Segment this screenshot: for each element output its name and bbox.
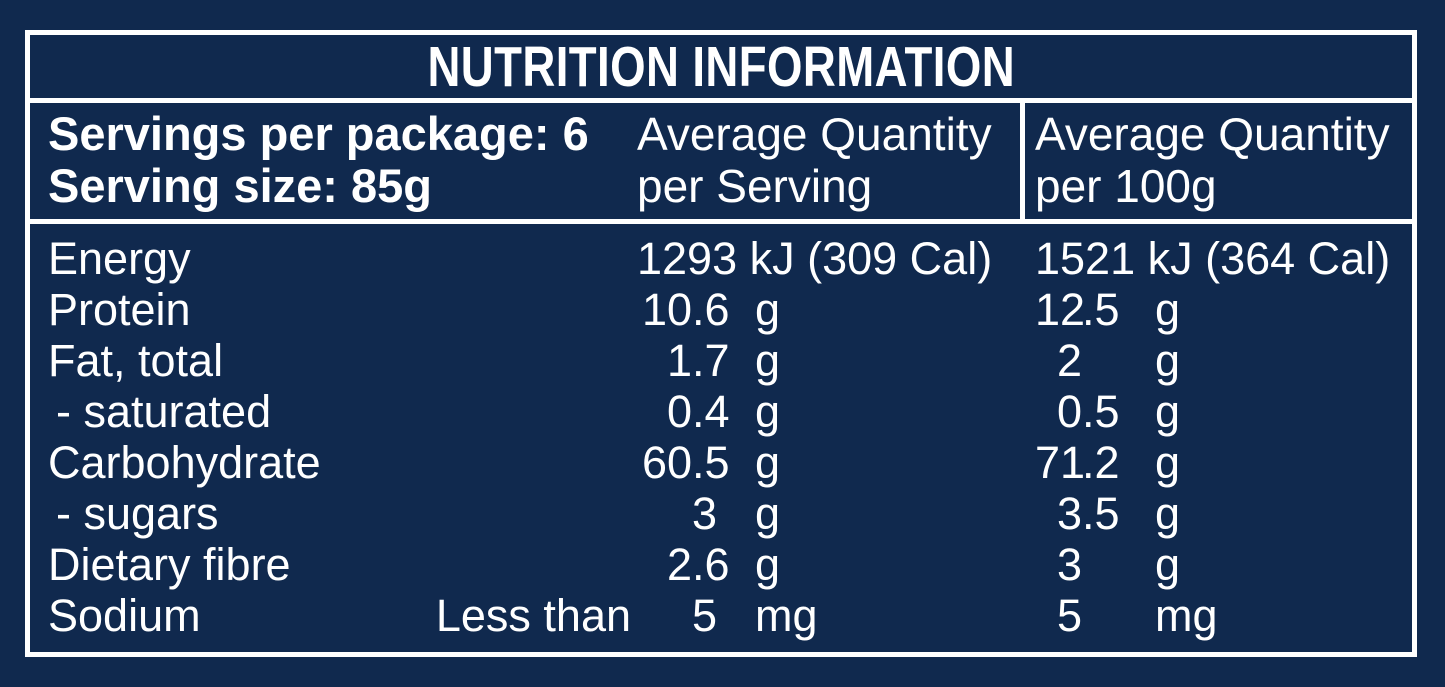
table-row: Fat, total 1 .7 g 2 g: [30, 335, 1412, 386]
nutrient-label: Protein: [48, 284, 191, 335]
panel-title: NUTRITION INFORMATION: [427, 35, 1015, 99]
per100g-unit: g: [1155, 488, 1181, 539]
nutrient-label: - saturated: [56, 386, 272, 437]
table-body: Energy 1293 kJ (309 Cal) 1521 kJ (364 Ca…: [30, 224, 1412, 641]
serving-value-frac: .6: [692, 539, 730, 590]
table-row: - sugars 3 g 3 .5 g: [30, 488, 1412, 539]
serving-unit: mg: [755, 590, 818, 641]
table-row: Protein 10 .6 g 12 .5 g: [30, 284, 1412, 335]
per100g-unit: mg: [1155, 590, 1218, 641]
per100g-value-int: 2: [1056, 335, 1082, 386]
serving-info: Servings per package: 6 Serving size: 85…: [48, 108, 589, 212]
nutrient-label-cell: - sugars: [48, 488, 637, 539]
serving-value-int: 0: [666, 386, 692, 437]
per100g-value-frac: .2: [1082, 437, 1120, 488]
nutrient-label-cell: Dietary fibre: [48, 539, 637, 590]
serving-size: Serving size: 85g: [48, 159, 432, 212]
per100g-value-int: 5: [1056, 590, 1082, 641]
header-row: Servings per package: 6 Serving size: 85…: [30, 103, 1412, 224]
value-qualifier: Less than: [435, 590, 631, 641]
per100g-value-span: 1521 kJ (364 Cal): [1035, 233, 1391, 284]
serving-unit: g: [755, 437, 781, 488]
serving-value-span: 1293 kJ (309 Cal): [637, 233, 993, 284]
nutrition-panel: NUTRITION INFORMATION Servings per packa…: [25, 30, 1417, 657]
serving-unit: g: [755, 539, 781, 590]
per100g-value-int: 71: [1035, 437, 1086, 488]
nutrient-label-cell: Protein: [48, 284, 637, 335]
nutrient-label: Energy: [48, 233, 191, 284]
table-row: Sodium Less than 5 mg 5 mg: [30, 590, 1412, 641]
per100g-unit: g: [1155, 539, 1181, 590]
serving-value-int: 10: [641, 284, 692, 335]
per100g-unit: g: [1155, 437, 1181, 488]
table-row: Carbohydrate 60 .5 g 71 .2 g: [30, 437, 1412, 488]
per100g-value-frac: .5: [1082, 386, 1120, 437]
nutrient-label: - sugars: [56, 488, 219, 539]
servings-per-package: Servings per package: 6: [48, 107, 589, 160]
column-header-per-100g: Average Quantity per 100g: [1035, 108, 1390, 212]
serving-unit: g: [755, 488, 781, 539]
per-100g-header-line1: Average Quantity: [1035, 108, 1390, 160]
serving-value-frac: 3: [692, 488, 718, 539]
nutrient-label-cell: Energy: [48, 233, 637, 284]
column-header-per-serving: Average Quantity per Serving: [637, 108, 992, 212]
per-serving-header-line2: per Serving: [637, 160, 873, 212]
nutrient-label-cell: Sodium Less than: [48, 590, 637, 641]
column-divider: [1020, 103, 1025, 219]
per100g-unit: g: [1155, 386, 1181, 437]
nutrient-label: Fat, total: [48, 335, 224, 386]
per-serving-header-line1: Average Quantity: [637, 108, 992, 160]
serving-value-int: 60: [641, 437, 692, 488]
nutrient-label: Carbohydrate: [48, 437, 321, 488]
nutrient-label-cell: - saturated: [48, 386, 637, 437]
serving-unit: g: [755, 284, 781, 335]
nutrient-label: Sodium: [48, 590, 201, 641]
table-row: Energy 1293 kJ (309 Cal) 1521 kJ (364 Ca…: [30, 233, 1412, 284]
nutrient-label: Dietary fibre: [48, 539, 291, 590]
per100g-unit: g: [1155, 284, 1181, 335]
per100g-unit: g: [1155, 335, 1181, 386]
serving-value-frac: 5: [692, 590, 718, 641]
serving-value-frac: .5: [692, 437, 730, 488]
per100g-value-int: 0: [1056, 386, 1082, 437]
serving-value-int: 2: [666, 539, 692, 590]
serving-value-frac: .6: [692, 284, 730, 335]
serving-value-int: 1: [666, 335, 692, 386]
table-row: - saturated 0 .4 g 0 .5 g: [30, 386, 1412, 437]
table-row: Dietary fibre 2 .6 g 3 g: [30, 539, 1412, 590]
per100g-value-int: 3: [1056, 539, 1082, 590]
per100g-value-frac: .5: [1082, 488, 1120, 539]
title-row: NUTRITION INFORMATION: [30, 35, 1412, 103]
per100g-value-int: 3: [1056, 488, 1082, 539]
serving-value-frac: .7: [692, 335, 730, 386]
serving-value-frac: .4: [692, 386, 730, 437]
serving-unit: g: [755, 386, 781, 437]
per100g-value-frac: .5: [1082, 284, 1120, 335]
serving-unit: g: [755, 335, 781, 386]
nutrient-label-cell: Fat, total: [48, 335, 637, 386]
per100g-value-int: 12: [1035, 284, 1086, 335]
nutrient-label-cell: Carbohydrate: [48, 437, 637, 488]
per-100g-header-line2: per 100g: [1035, 160, 1217, 212]
